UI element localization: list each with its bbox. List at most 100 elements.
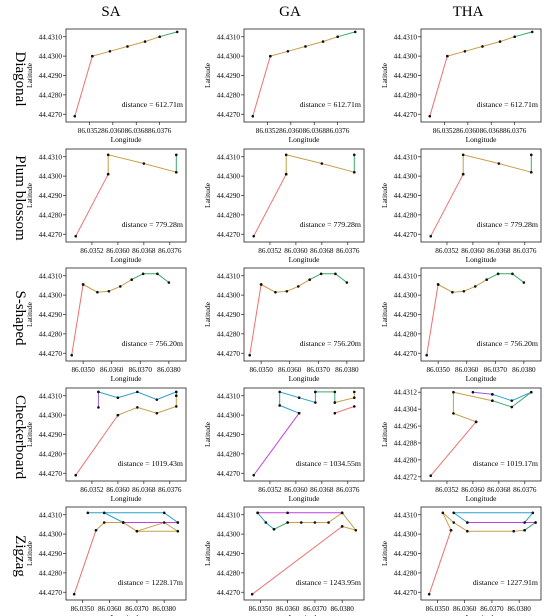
- route-line: [74, 55, 93, 117]
- x-tick-label: 86.0376: [336, 486, 360, 494]
- waypoint: [70, 353, 74, 357]
- y-tick-label: 44.4270: [394, 231, 418, 239]
- waypoint: [529, 153, 533, 157]
- x-tick-label: 86.0350: [249, 366, 273, 374]
- x-tick-label: 86.0360: [276, 605, 300, 613]
- y-tick-label: 44.4310: [39, 392, 63, 400]
- waypoint: [155, 398, 159, 401]
- route-line: [452, 391, 493, 423]
- waypoint: [333, 401, 337, 404]
- route-line: [287, 512, 358, 532]
- y-tick-label: 44.4280: [217, 569, 241, 577]
- waypoint: [106, 172, 110, 176]
- waypoint: [531, 511, 535, 515]
- waypoint: [252, 234, 256, 238]
- route-line: [462, 154, 532, 175]
- x-tick-label: 86.0352: [435, 247, 459, 255]
- column-header-tha: THA: [453, 4, 484, 20]
- x-axis-label: Longitude: [111, 613, 142, 616]
- waypoint: [116, 396, 120, 399]
- y-tick-label: 44.4310: [217, 272, 241, 280]
- y-tick-label: 44.4290: [394, 192, 418, 200]
- y-tick-label: 44.4300: [217, 531, 241, 539]
- route-line: [309, 273, 348, 283]
- y-tick-label: 44.4310: [394, 511, 418, 519]
- waypoint: [522, 281, 526, 284]
- x-tick-label: 86.0352: [435, 486, 459, 494]
- route-line: [442, 512, 525, 532]
- waypoint: [429, 234, 433, 238]
- y-tick-label: 44.4310: [39, 511, 63, 519]
- x-tick-label: 86.0368: [132, 247, 156, 255]
- y-tick-label: 44.4290: [394, 550, 418, 558]
- route-line: [75, 414, 119, 476]
- y-tick-label: 44.4290: [217, 72, 241, 80]
- waypoint: [529, 390, 533, 394]
- waypoint: [278, 404, 281, 407]
- y-tick-label: 44.4280: [217, 211, 241, 219]
- x-tick-label: 86.0368: [310, 486, 334, 494]
- x-axis-label: Longitude: [289, 255, 320, 264]
- waypoint: [491, 393, 494, 396]
- y-axis-label: Latitude: [25, 540, 34, 566]
- waypoint: [250, 592, 254, 596]
- waypoint: [340, 511, 344, 515]
- y-tick-label: 44.4270: [394, 111, 418, 119]
- route-line: [273, 522, 288, 530]
- distance-label: distance = 756.20m: [477, 339, 538, 348]
- route-line: [257, 512, 275, 530]
- panel-diagonal-tha: 86.0352 86.0360 86.0368 86.0376 44.4270 44.42…: [380, 28, 542, 144]
- panel-zigzag-sa: 86.0350 86.0360 86.0370 86.0380 44.4270 44.42…: [25, 506, 187, 616]
- panel-s-shaped-ga: 86.0350 86.0360 86.0370 86.0380 44.4270 44.42…: [203, 267, 365, 383]
- y-tick-label: 44.4300: [39, 173, 63, 181]
- waypoint: [286, 49, 290, 53]
- x-tick-label: 86.0350: [426, 605, 450, 613]
- x-tick-label: 86.0360: [100, 366, 124, 374]
- x-tick-label: 86.0370: [125, 605, 149, 613]
- x-tick-label: 86.0376: [158, 247, 182, 255]
- y-tick-label: 44.4270: [217, 111, 241, 119]
- x-tick-label: 86.0350: [71, 366, 95, 374]
- waypoint: [135, 529, 139, 533]
- y-tick-label: 44.4280: [39, 450, 63, 458]
- route-line: [430, 421, 477, 477]
- waypoint: [466, 529, 469, 533]
- waypoint: [174, 394, 178, 398]
- x-tick-label: 86.0350: [71, 605, 95, 613]
- y-tick-label: 44.4300: [394, 173, 418, 181]
- waypoint: [297, 396, 301, 399]
- waypoint: [274, 290, 277, 294]
- x-tick-label: 86.0360: [101, 127, 125, 135]
- y-tick-label: 44.4300: [394, 53, 418, 61]
- column-header-sa: SA: [101, 4, 120, 20]
- distance-label: distance = 1034.55m: [296, 459, 361, 468]
- y-tick-label: 44.4270: [39, 470, 63, 478]
- x-tick-label: 86.0360: [106, 247, 130, 255]
- waypoint: [320, 162, 324, 165]
- x-tick-label: 86.0360: [284, 247, 308, 255]
- panel-zigzag-tha: 86.0350 86.0360 86.0370 86.0380 44.4270 44.42…: [380, 506, 542, 616]
- x-axis-label: Longitude: [466, 255, 497, 264]
- y-axis-label: Latitude: [25, 62, 34, 88]
- waypoint: [429, 474, 433, 478]
- y-axis-label: Latitude: [25, 301, 34, 327]
- waypoint: [174, 390, 178, 394]
- x-tick-label: 86.0368: [480, 127, 504, 135]
- x-tick-label: 86.0350: [249, 605, 273, 613]
- y-tick-label: 44.4310: [217, 392, 241, 400]
- waypoint: [286, 511, 289, 515]
- waypoint: [523, 521, 526, 524]
- x-tick-label: 86.0360: [279, 127, 303, 135]
- x-tick-label: 86.0368: [487, 486, 511, 494]
- route-line: [337, 31, 356, 38]
- y-axis-label: Latitude: [380, 62, 389, 88]
- waypoint: [106, 153, 110, 157]
- waypoint: [72, 592, 76, 596]
- route-line: [253, 173, 287, 237]
- x-tick-label: 86.0360: [284, 486, 308, 494]
- y-tick-label: 44.4300: [394, 531, 418, 539]
- y-tick-label: 44.4270: [39, 231, 63, 239]
- route-line: [82, 279, 132, 293]
- panel-diagonal-ga: 86.0352 86.0360 86.0368 86.0376 44.4270 44.42…: [203, 28, 365, 144]
- panel-checkerboard-ga: 86.0352 86.0360 86.0368 86.0376 44.4270 44.42…: [203, 387, 365, 503]
